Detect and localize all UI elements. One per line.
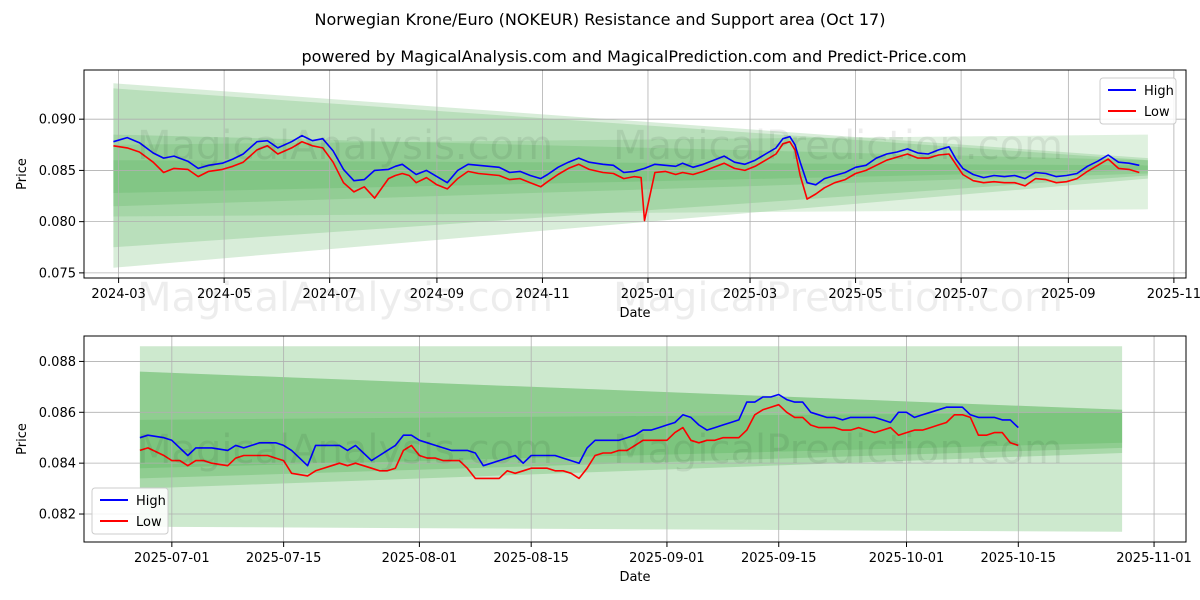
x-tick-label: 2025-07-15: [246, 551, 322, 566]
y-tick-label: 0.090: [39, 113, 76, 128]
x-tick-label: 2025-10-01: [869, 551, 945, 566]
x-tick-label: 2024-07: [302, 287, 356, 302]
x-tick-label: 2025-07: [934, 287, 988, 302]
y-axis-label: Price: [15, 423, 30, 455]
panel-recent-zoom: 2025-07-01 2025-07-15 2025-08-01 2025-08-15…: [15, 335, 1192, 585]
x-tick-label: 2024-05: [197, 287, 251, 302]
grid-group: [84, 336, 1186, 542]
watermark-prediction-top: MagicalPrediction.com: [613, 123, 1063, 169]
x-tick-label: 2025-09: [1041, 287, 1095, 302]
x-tick-label: 2025-03: [723, 287, 777, 302]
y-tick-label: 0.088: [39, 355, 76, 370]
support-resistance-band-2: [139, 371, 1123, 489]
x-tick-label: 2025-10-15: [981, 551, 1057, 566]
x-tick-label: 2025-09-01: [629, 551, 705, 566]
x-tick-label: 2025-08-01: [382, 551, 458, 566]
y-tick-label: 0.080: [39, 215, 76, 230]
watermark-prediction-bottom: MagicalPrediction.com: [613, 427, 1063, 473]
grid-group: [84, 70, 1186, 278]
plot-frame: [83, 69, 1187, 279]
legend: High Low: [1099, 77, 1177, 125]
watermark-analysis-top: MagicalAnalysis.com: [137, 123, 553, 169]
legend-label-high: High: [1144, 84, 1174, 99]
y-tick-label: 0.082: [39, 508, 76, 523]
x-tick-label: 2025-07-01: [134, 551, 210, 566]
support-resistance-band-2: [113, 88, 1148, 248]
band-group: [139, 346, 1123, 532]
series-group: [113, 134, 1140, 222]
support-resistance-band-1: [139, 346, 1123, 532]
series-line-high: [113, 134, 1140, 186]
x-axis-label: Date: [619, 306, 650, 321]
x-tick-label: 2025-01: [621, 287, 675, 302]
series-line-low: [139, 403, 1019, 480]
y-tick-label: 0.084: [39, 457, 76, 472]
legend-label-low: Low: [136, 515, 162, 530]
support-resistance-band-3: [139, 371, 1123, 469]
x-tick-label: 2025-05: [828, 287, 882, 302]
watermark-prediction-mid: MagicalPrediction.com: [613, 275, 1063, 321]
y-tick-label: 0.085: [39, 164, 76, 179]
x-tick-label: 2025-11-01: [1116, 551, 1192, 566]
panel-full-history: 2024-03 2024-05 2024-07 2024-09 2024-11 2025-…: [15, 69, 1200, 321]
chart-title: Norwegian Krone/Euro (NOKEUR) Resistance…: [315, 10, 886, 29]
plot-frame: [83, 335, 1187, 543]
y-tick-label: 0.086: [39, 406, 76, 421]
watermark-analysis-mid: MagicalAnalysis.com: [137, 275, 553, 321]
support-resistance-band-4: [139, 412, 1123, 479]
axis-group: 2024-03 2024-05 2024-07 2024-09 2024-11 2025-…: [15, 113, 1200, 321]
x-tick-label: 2024-03: [91, 287, 145, 302]
x-tick-label: 2025-09-15: [741, 551, 817, 566]
axis-group: 2025-07-01 2025-07-15 2025-08-01 2025-08-15…: [15, 355, 1192, 585]
series-line-low: [113, 140, 1140, 222]
x-tick-label: 2024-11: [515, 287, 569, 302]
x-tick-label: 2025-11: [1147, 287, 1200, 302]
legend-label-high: High: [136, 494, 166, 509]
x-tick-label: 2024-09: [410, 287, 464, 302]
watermark-analysis-bottom: MagicalAnalysis.com: [137, 427, 553, 473]
chart-subtitle: powered by MagicalAnalysis.com and Magic…: [301, 47, 966, 66]
x-axis-label: Date: [619, 570, 650, 585]
legend: High Low: [91, 487, 169, 535]
watermark-group: MagicalAnalysis.com MagicalPrediction.co…: [137, 123, 1063, 473]
legend-label-low: Low: [1144, 105, 1170, 120]
series-group: [139, 393, 1019, 480]
y-axis-label: Price: [15, 158, 30, 190]
x-tick-label: 2025-08-15: [493, 551, 569, 566]
y-tick-label: 0.075: [39, 266, 76, 281]
series-line-high: [139, 393, 1019, 467]
